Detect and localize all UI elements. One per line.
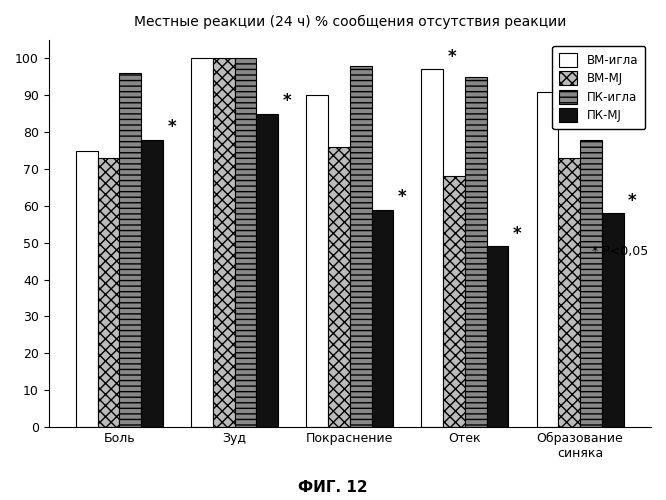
Text: *: * — [448, 48, 456, 66]
Text: *: * — [282, 92, 291, 110]
Bar — [98, 158, 119, 427]
Bar — [558, 158, 580, 427]
Bar — [234, 58, 256, 427]
Bar — [141, 140, 163, 427]
Bar — [213, 58, 234, 427]
Text: *: * — [628, 192, 637, 210]
Bar — [465, 77, 487, 427]
Title: Местные реакции (24 ч) % сообщения отсутствия реакции: Местные реакции (24 ч) % сообщения отсут… — [134, 15, 566, 29]
Legend: ВМ-игла, ВМ-МJ, ПК-игла, ПК-МJ: ВМ-игла, ВМ-МJ, ПК-игла, ПК-МJ — [552, 46, 645, 129]
Bar — [443, 176, 465, 427]
Bar — [306, 96, 328, 427]
Bar — [487, 246, 508, 427]
Text: *: * — [167, 118, 176, 136]
Bar — [256, 114, 278, 427]
Bar — [580, 140, 602, 427]
Text: *: * — [513, 224, 521, 242]
Bar — [422, 70, 443, 427]
Bar — [372, 210, 394, 427]
Bar — [191, 58, 213, 427]
Text: * P<0,05: * P<0,05 — [591, 245, 648, 258]
Bar — [119, 73, 141, 427]
Bar — [350, 66, 372, 427]
Bar — [328, 147, 350, 427]
Bar — [537, 92, 558, 427]
Bar — [602, 213, 623, 427]
Text: ФИГ. 12: ФИГ. 12 — [298, 480, 368, 495]
Text: *: * — [398, 188, 406, 206]
Bar — [76, 150, 98, 427]
